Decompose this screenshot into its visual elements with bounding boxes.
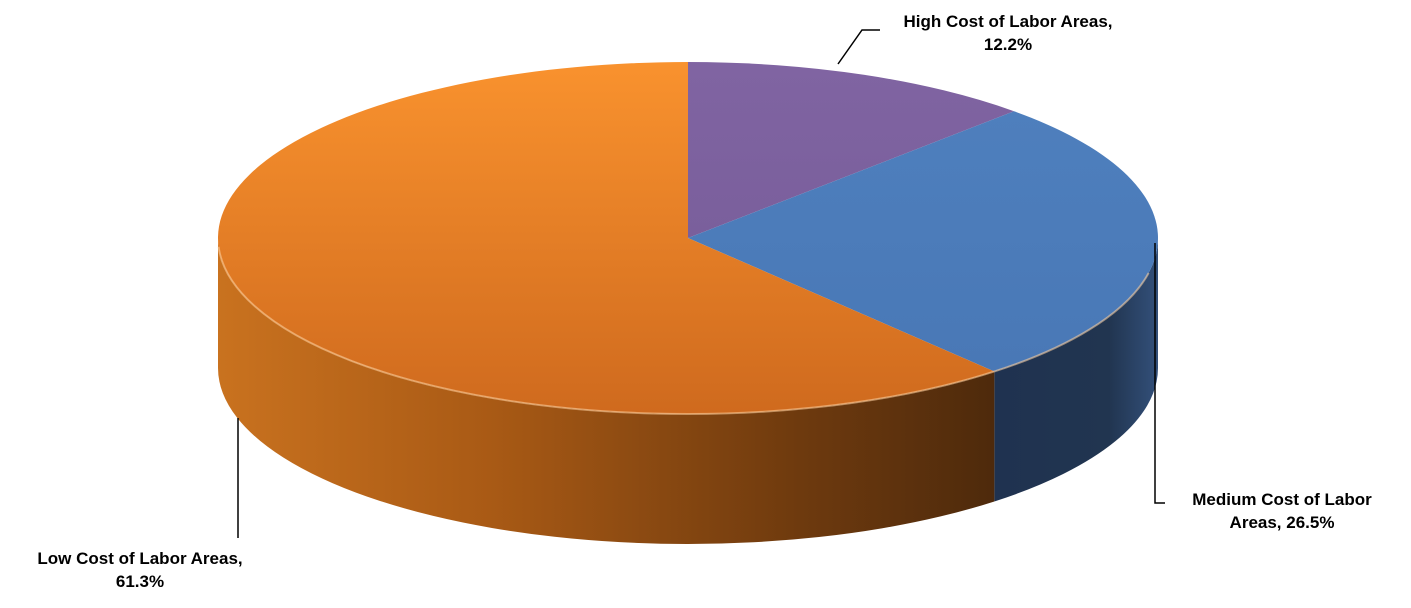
pie-rim-highlight bbox=[217, 246, 1150, 415]
pie-side-medium-cost bbox=[994, 238, 1158, 502]
pie-slice-low-cost bbox=[217, 61, 995, 415]
data-label-medium-cost: Medium Cost of Labor Areas, 26.5% bbox=[1192, 490, 1372, 532]
data-label-line: High Cost of Labor Areas, bbox=[903, 12, 1112, 31]
data-label-line: Areas, 26.5% bbox=[1230, 513, 1335, 532]
data-label-line: Medium Cost of Labor bbox=[1192, 490, 1372, 509]
data-label-high-cost: High Cost of Labor Areas, 12.2% bbox=[903, 12, 1112, 54]
data-label-line: 61.3% bbox=[116, 572, 164, 591]
pie-slice-medium-cost bbox=[688, 111, 1158, 372]
pie-side-low-cost bbox=[218, 238, 995, 544]
leader-line-medium-cost bbox=[1154, 243, 1165, 504]
data-label-line: Low Cost of Labor Areas, bbox=[37, 549, 242, 568]
data-label-low-cost: Low Cost of Labor Areas, 61.3% bbox=[37, 549, 242, 591]
leader-line-high-cost bbox=[837, 29, 880, 65]
data-label-line: 12.2% bbox=[984, 35, 1032, 54]
pie-slice-high-cost bbox=[688, 62, 1015, 238]
